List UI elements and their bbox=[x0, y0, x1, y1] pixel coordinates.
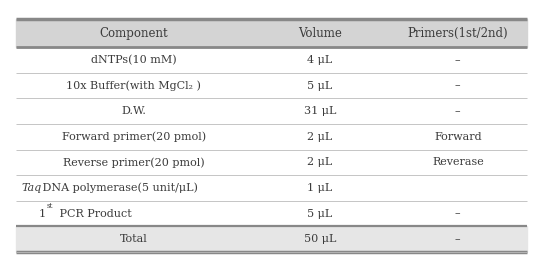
Text: –: – bbox=[455, 55, 460, 65]
Text: Reverse primer(20 pmol): Reverse primer(20 pmol) bbox=[63, 157, 205, 168]
Text: PCR Product: PCR Product bbox=[56, 209, 132, 218]
Text: 50 μL: 50 μL bbox=[304, 234, 336, 244]
Text: –: – bbox=[455, 209, 460, 218]
Text: 10x Buffer(with MgCl₂ ): 10x Buffer(with MgCl₂ ) bbox=[66, 80, 201, 91]
Text: 1 μL: 1 μL bbox=[307, 183, 333, 193]
Text: 4 μL: 4 μL bbox=[307, 55, 333, 65]
Text: Primers(1st/2nd): Primers(1st/2nd) bbox=[407, 27, 508, 39]
Bar bbox=[16, 19, 527, 47]
Text: 5 μL: 5 μL bbox=[307, 209, 333, 218]
Text: Forward: Forward bbox=[434, 132, 482, 142]
Text: 2 μL: 2 μL bbox=[307, 132, 333, 142]
Text: dNTPs(10 mM): dNTPs(10 mM) bbox=[91, 55, 176, 65]
Text: D.W.: D.W. bbox=[121, 106, 146, 116]
Text: –: – bbox=[455, 106, 460, 116]
Text: –: – bbox=[455, 234, 460, 244]
Text: 5 μL: 5 μL bbox=[307, 81, 333, 91]
Text: Reverase: Reverase bbox=[432, 157, 484, 168]
Text: Forward primer(20 pmol): Forward primer(20 pmol) bbox=[61, 132, 206, 142]
Text: st: st bbox=[46, 202, 53, 210]
Text: 2 μL: 2 μL bbox=[307, 157, 333, 168]
Text: Taq: Taq bbox=[22, 183, 42, 193]
Text: Component: Component bbox=[99, 27, 168, 39]
Text: –: – bbox=[455, 81, 460, 91]
Text: DNA polymerase(5 unit/μL): DNA polymerase(5 unit/μL) bbox=[39, 183, 198, 193]
Bar bbox=[16, 226, 527, 252]
Text: 31 μL: 31 μL bbox=[304, 106, 336, 116]
Text: Volume: Volume bbox=[298, 27, 342, 39]
Text: 1: 1 bbox=[39, 209, 46, 218]
Text: Total: Total bbox=[120, 234, 148, 244]
